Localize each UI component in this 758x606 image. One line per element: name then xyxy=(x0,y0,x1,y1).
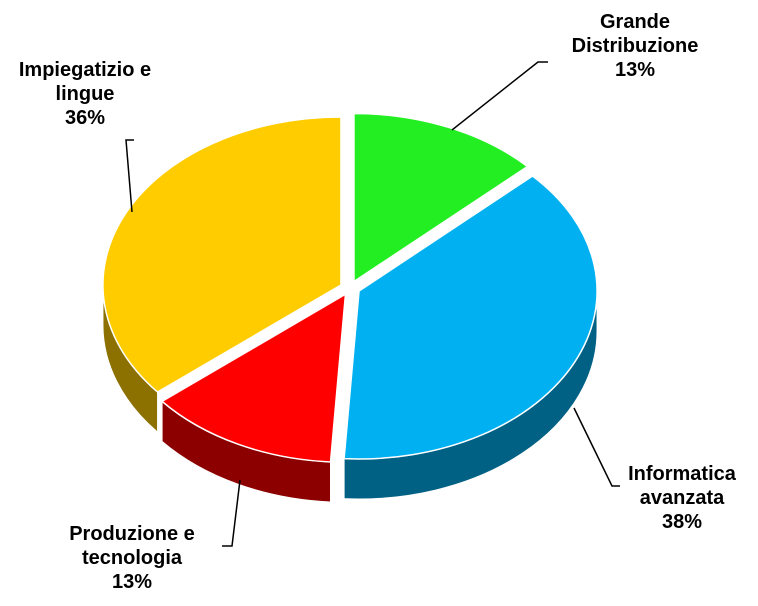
category-label: Impiegatizio e lingue xyxy=(18,59,152,105)
leader-line xyxy=(451,61,548,131)
pie-tops xyxy=(102,112,598,463)
pie-slice xyxy=(160,292,347,463)
leader-line xyxy=(125,139,134,213)
pie-slice xyxy=(102,116,342,393)
category-label: Grande Distribuzione xyxy=(571,11,699,57)
value-label: 38% xyxy=(661,511,703,533)
category-label: Produzione e tecnologia xyxy=(69,523,195,569)
value-label: 13% xyxy=(111,571,153,593)
leader-line xyxy=(222,479,241,547)
pie-slice xyxy=(343,175,598,460)
slice-label: Grande Distribuzione 13% xyxy=(560,10,710,82)
category-label: Informatica avanzata xyxy=(628,463,736,509)
leader-line xyxy=(573,407,620,487)
pie-slice xyxy=(353,112,529,283)
value-label: 13% xyxy=(614,59,656,81)
slice-label: Impiegatizio e lingue 36% xyxy=(10,58,160,130)
value-label: 36% xyxy=(64,107,106,129)
slice-label: Produzione e tecnologia 13% xyxy=(52,522,212,594)
slice-label: Informatica avanzata 38% xyxy=(612,462,752,534)
